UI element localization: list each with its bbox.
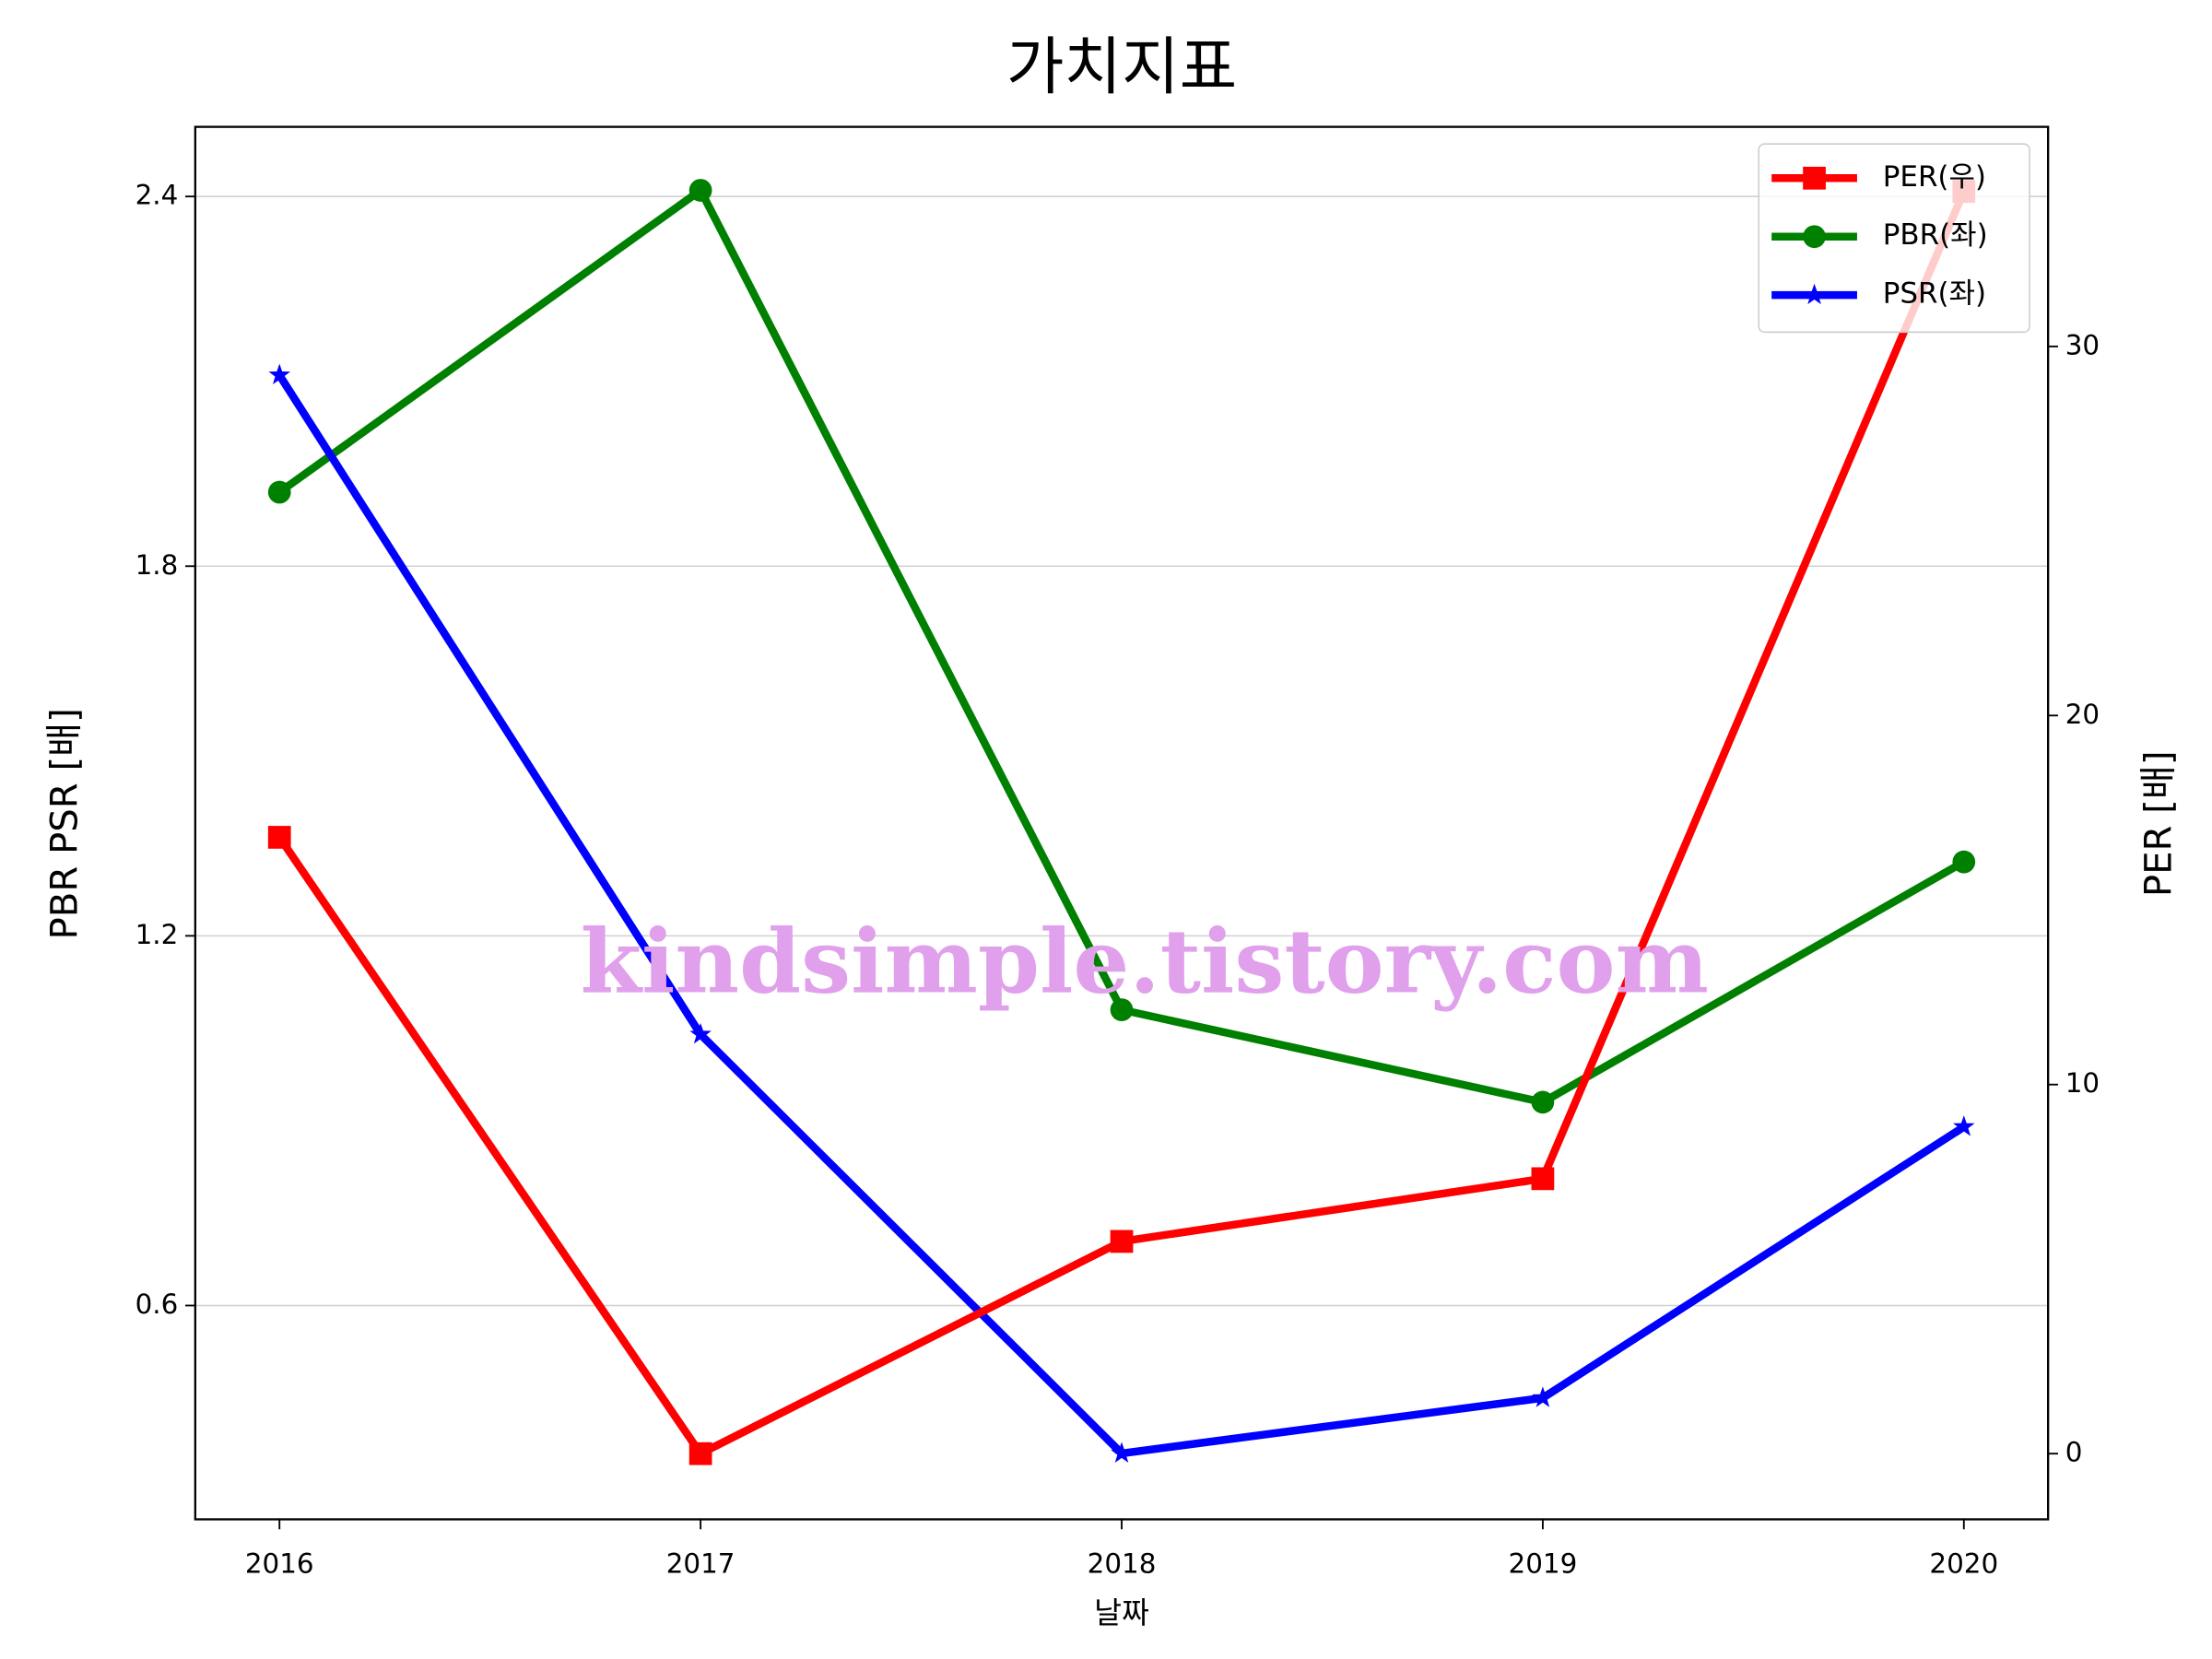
y2-tick-label: 10 — [2065, 1067, 2100, 1099]
plot-frame — [194, 125, 2050, 1521]
marker — [1111, 1441, 1133, 1463]
y-tick-label: 0.6 — [135, 1288, 179, 1320]
legend: PER(우) PBR(좌) PSR(좌) — [1758, 143, 2030, 334]
y-tick-label: 1.2 — [135, 919, 179, 950]
legend-label: PBR(좌) — [1883, 218, 1988, 252]
marker — [1953, 1115, 1975, 1136]
marker — [1110, 1230, 1134, 1253]
legend-label: PSR(좌) — [1883, 277, 1986, 311]
x-tick-label: 2020 — [1929, 1547, 1998, 1579]
legend-label: PER(우) — [1883, 160, 1986, 194]
y2-tick-label: 30 — [2065, 329, 2100, 360]
y-tick-label: 1.8 — [135, 549, 179, 581]
chart-title: 가치지표 — [1006, 31, 1237, 104]
marker — [1803, 283, 1826, 305]
marker — [1532, 1386, 1554, 1407]
y2-tick-label: 20 — [2065, 699, 2100, 730]
marker — [689, 1022, 712, 1044]
marker — [1531, 1090, 1555, 1114]
y2-axis-label: PER [배] — [2137, 750, 2180, 897]
marker — [1110, 998, 1134, 1021]
x-tick-label: 2016 — [245, 1547, 314, 1579]
y-axis-label: PBR PSR [배] — [44, 708, 87, 939]
marker — [268, 363, 290, 385]
y-tick-label: 2.4 — [135, 180, 179, 211]
x-axis-label: 날짜 — [1094, 1595, 1149, 1630]
marker — [267, 480, 291, 504]
x-tick-label: 2019 — [1509, 1547, 1578, 1579]
marker — [1952, 850, 1976, 874]
x-tick-label: 2017 — [666, 1547, 735, 1579]
x-tick-label: 2018 — [1088, 1547, 1157, 1579]
watermark: kindsimple.tistory.com — [581, 909, 1709, 1013]
marker — [688, 179, 712, 202]
marker — [1803, 225, 1826, 249]
marker — [1803, 166, 1826, 190]
marker — [267, 826, 291, 849]
marker — [688, 1441, 712, 1465]
y2-tick-label: 0 — [2065, 1437, 2083, 1468]
marker — [1531, 1167, 1555, 1191]
legend-box — [1758, 143, 2030, 334]
